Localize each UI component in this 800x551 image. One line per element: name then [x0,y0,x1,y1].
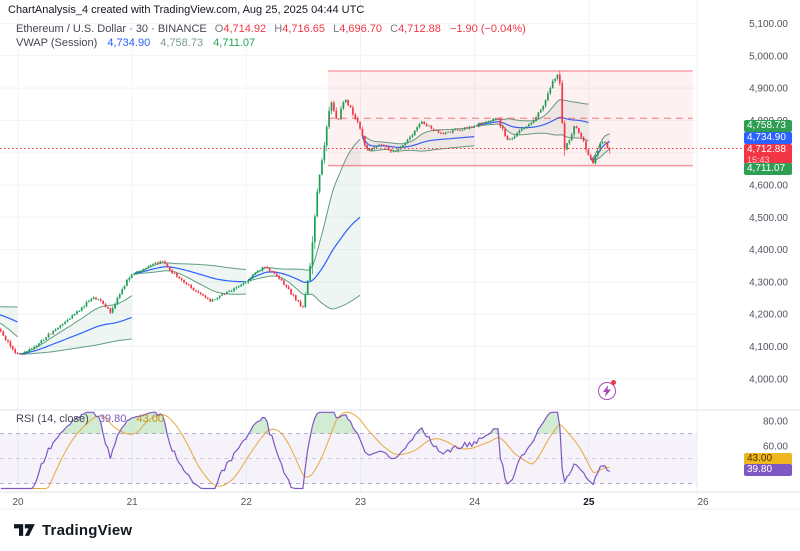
symbol-name: Ethereum / U.S. Dollar · 30 · BINANCE [16,23,207,35]
change-value: −1.90 (−0.04%) [449,23,526,35]
symbol-legend[interactable]: Ethereum / U.S. Dollar · 30 · BINANCE O4… [16,23,526,35]
market-boost-button[interactable] [598,382,616,400]
time-axis-label: 24 [469,497,481,508]
price-badge-upper-band: 4,758.73 [744,120,792,132]
high-value: 4,716.65 [282,23,326,35]
notification-dot [611,380,616,385]
price-badge-vwap: 4,734.90 [744,132,792,144]
price-axis-label: 4,500.00 [749,213,788,224]
price-axis-label: 5,000.00 [749,51,788,62]
high-label: H [274,23,283,35]
price-axis-label: 4,000.00 [749,374,788,385]
price-axis-label: 4,300.00 [749,277,788,288]
low-label: L [333,23,340,35]
time-axis-label: 26 [697,497,709,508]
rsi-layer [0,411,697,490]
rsi-badge-ma: 43.00 [744,453,792,465]
rsi-legend[interactable]: RSI (14, close) 39.80 43.00 [16,413,164,425]
candles-layer [0,70,611,356]
vwap-lower-value: 4,711.07 [213,37,256,49]
last-price: 4,712.88 [747,144,786,155]
vwap-upper-value: 4,758.73 [160,37,204,49]
time-axis-label: 25 [583,497,595,508]
close-value: 4,712.88 [398,23,441,35]
vwap-legend[interactable]: VWAP (Session) 4,734.90 4,758.73 4,711.0… [16,37,255,49]
rsi-value: 39.80 [98,413,127,425]
rsi-name: RSI (14, close) [16,413,89,425]
tradingview-logo[interactable]: TradingView [12,520,132,540]
price-axis-label: 4,600.00 [749,181,788,192]
tradingview-logo-text: TradingView [42,521,133,539]
rsi-ma-value: 43.00 [136,413,164,425]
price-badge-lower-band: 4,711.07 [744,163,792,175]
time-axis-label: 22 [241,497,253,508]
chart-title: ChartAnalysis_4 created with TradingView… [8,4,365,16]
time-axis-label: 21 [127,497,139,508]
price-axis-label: 5,100.00 [749,19,788,30]
tradingview-logo-icon [14,524,35,536]
price-axis-label: 4,100.00 [749,342,788,353]
price-axis-label: 4,200.00 [749,310,788,321]
low-value: 4,696.70 [339,23,383,35]
separators [0,0,800,510]
lightning-icon [603,385,611,397]
rsi-badge-value: 39.80 [744,464,792,476]
rsi-axis-label: 60.00 [763,442,788,453]
rsi-axis-label: 80.00 [763,417,788,428]
close-label: C [390,23,399,35]
range-box [327,70,693,167]
open-label: O [214,23,224,35]
time-axis-label: 20 [12,497,24,508]
bar-countdown: 15:43 [747,155,770,165]
vwap-value: 4,734.90 [107,37,151,49]
price-axis-label: 4,400.00 [749,245,788,256]
price-axis-label: 4,900.00 [749,84,788,95]
price-badge-last: 4,712.88 15:43 [744,144,792,165]
vwap-name: VWAP (Session) [16,37,98,49]
open-value: 4,714.92 [223,23,267,35]
time-axis-label: 23 [355,497,367,508]
